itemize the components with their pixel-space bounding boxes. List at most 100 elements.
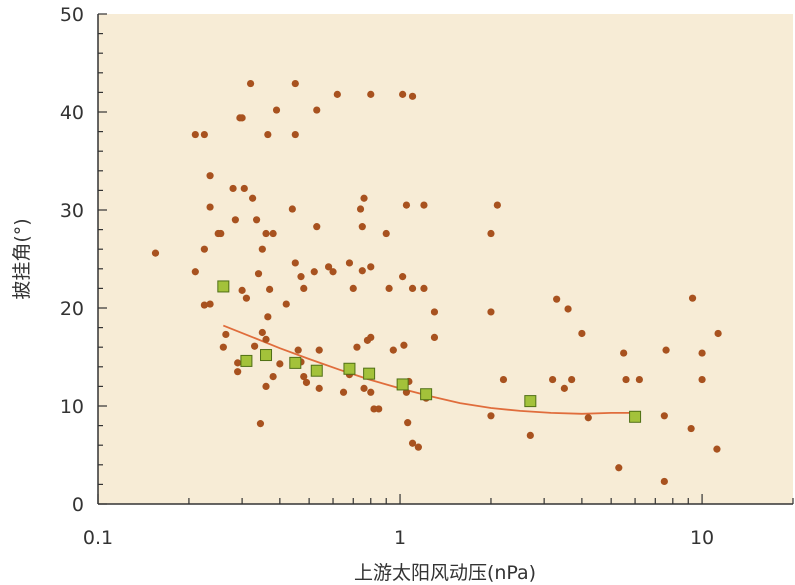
data-point [262,335,270,343]
axes [97,14,793,505]
x-tick-label: 10 [690,527,714,549]
data-point [549,375,557,384]
data-point [294,346,302,354]
data-point [206,172,214,180]
data-point [246,79,255,88]
data-point [258,245,266,253]
data-point [493,201,501,209]
data-point [402,201,411,209]
y-tick-label: 30 [60,200,84,222]
mean-marker [396,378,409,391]
data-point [375,405,383,413]
data-point [360,194,368,202]
data-point [400,341,408,349]
data-point [662,346,670,354]
data-point [414,443,422,451]
data-point [367,263,375,271]
data-point [408,284,417,292]
data-point [578,329,586,338]
data-point [234,359,242,367]
data-point [353,343,361,351]
tick-labels: 0 10 20 30 40 50 0.1 1 10 [60,4,714,549]
data-point [688,294,697,302]
data-point [238,286,246,294]
data-point [229,184,237,193]
data-point [564,305,572,313]
data-point [222,330,230,339]
data-point [302,378,311,387]
data-point [238,114,246,122]
data-point [269,229,277,238]
data-point [487,412,495,420]
data-point [315,346,323,354]
data-point [234,368,242,376]
y-tick-label: 10 [60,396,84,418]
data-point [698,375,706,384]
data-point [382,229,390,238]
data-point [313,223,321,231]
data-point [240,184,248,193]
data-point [568,375,576,384]
data-point [300,373,308,381]
data-point [430,308,439,316]
data-point [297,273,305,281]
y-tick-label: 0 [72,494,84,516]
data-point [231,216,239,224]
data-point [333,90,341,98]
data-point [385,284,393,292]
data-point [687,424,695,433]
data-point [367,388,375,396]
data-point [420,201,428,209]
data-point [315,384,323,392]
data-point [408,439,417,447]
data-point [262,382,270,390]
data-point [256,420,265,428]
data-point [249,194,257,202]
data-point [219,343,227,351]
data-point [266,285,274,293]
data-point [713,445,721,453]
mean-marker [289,356,302,369]
data-point [499,375,508,384]
data-point [262,229,270,238]
data-point [206,300,214,308]
data-point [191,130,199,139]
data-point [487,229,495,238]
mean-marker [524,395,537,408]
data-point [399,90,407,98]
data-point [272,106,281,114]
y-tick-label: 40 [60,102,84,124]
data-point [408,92,417,100]
data-series [151,79,722,486]
data-point [367,333,375,341]
data-point [310,268,318,276]
data-point [264,130,272,139]
data-point [291,79,299,88]
data-point [191,268,199,276]
data-point [389,346,397,354]
data-point [252,216,261,224]
data-point [553,295,561,303]
data-point [358,267,366,275]
plot-area [98,14,793,504]
data-point [151,249,160,257]
data-point [200,245,208,253]
data-point [584,414,592,422]
y-tick-label: 20 [60,298,84,320]
data-point [329,268,337,276]
data-point [615,464,623,472]
data-point [339,388,348,396]
y-tick-label: 50 [60,4,84,26]
data-point [526,431,534,439]
data-point [269,373,277,381]
data-point [622,375,630,384]
data-point [420,284,428,292]
data-point [264,313,272,321]
data-point [430,333,439,341]
data-point [291,259,299,267]
mean-marker [310,364,323,377]
data-point [660,477,668,486]
data-point [714,329,722,338]
data-point [200,130,208,139]
